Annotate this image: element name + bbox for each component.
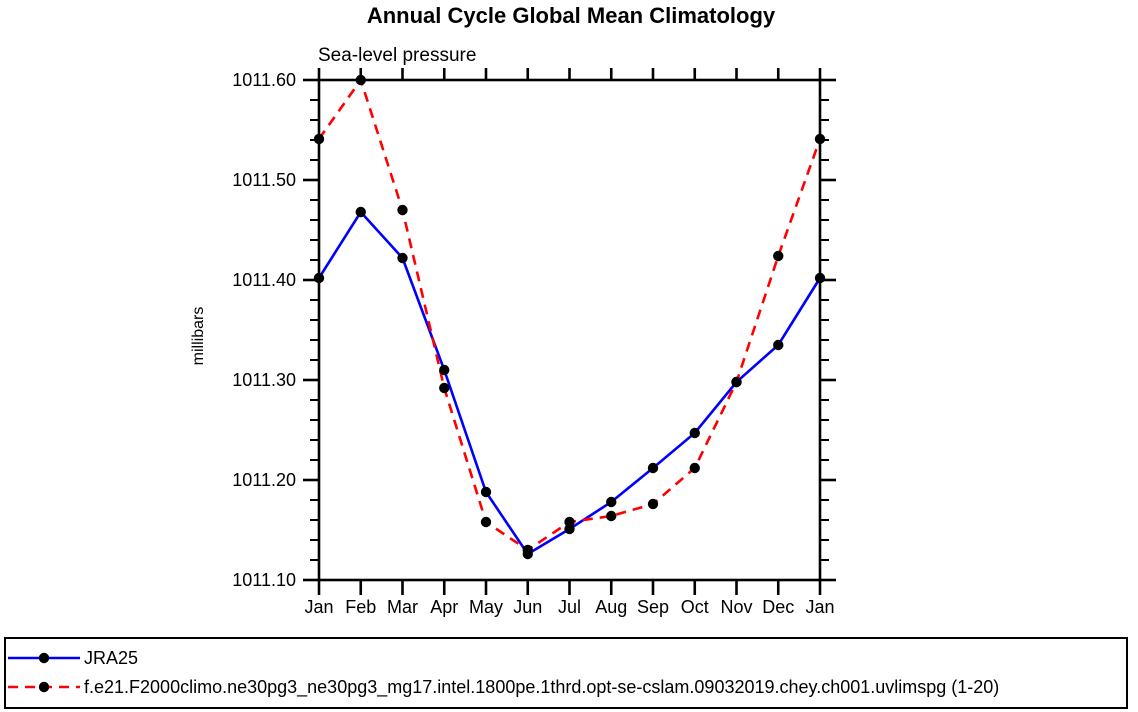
data-point-marker-1 [731, 376, 742, 388]
x-tick-label: Jun [513, 597, 542, 617]
data-point-marker-1 [773, 250, 784, 262]
data-point-marker-1 [355, 74, 366, 86]
x-tick-label: Jul [558, 597, 581, 617]
data-point-marker-1 [439, 382, 450, 394]
series-line-0 [317, 209, 822, 556]
data-point-marker-0 [606, 496, 617, 508]
y-tick-label: 1011.20 [232, 470, 296, 490]
legend-marker-model-icon [38, 681, 50, 693]
data-point-marker-1 [564, 516, 575, 528]
x-tick-label: Dec [762, 597, 794, 617]
legend: JRA25 f.e21.F2000climo.ne30pg3_ne30pg3_m… [4, 637, 1128, 709]
data-point-marker-0 [689, 427, 700, 439]
plot-axes: 1011.60 1011.50 1011.40 1011.30 1011.20 1011.… [232, 68, 836, 617]
data-point-marker-1 [522, 544, 533, 556]
x-tick-label: Apr [430, 597, 458, 617]
y-tick-label: 1011.30 [232, 370, 296, 390]
plot-frame [317, 78, 822, 582]
legend-marker-jra25-icon [38, 652, 50, 664]
chart-subtitle: Sea-level pressure [318, 45, 476, 66]
legend-box [4, 637, 1128, 709]
data-point-marker-0 [313, 272, 325, 284]
legend-label-jra25: JRA25 [84, 648, 138, 668]
data-point-marker-1 [647, 498, 659, 510]
x-tick-label: Mar [387, 597, 418, 617]
data-point-marker-0 [647, 462, 659, 474]
y-tick-label: 1011.60 [232, 70, 296, 90]
data-point-marker-1 [689, 462, 700, 474]
data-point-marker-1 [606, 510, 617, 522]
data-point-marker-1 [397, 204, 408, 216]
data-point-marker-0 [814, 272, 826, 284]
chart-title: Annual Cycle Global Mean Climatology [367, 3, 776, 28]
data-point-marker-0 [397, 252, 408, 264]
data-point-marker-1 [814, 133, 826, 145]
y-tick-label: 1011.40 [232, 270, 296, 290]
data-point-marker-0 [355, 206, 366, 218]
x-tick-label: Oct [681, 597, 709, 617]
data-point-marker-0 [480, 486, 492, 498]
x-tick-label: Feb [345, 597, 376, 617]
data-point-marker-1 [313, 133, 325, 145]
data-point-marker-1 [480, 516, 492, 528]
x-tick-label: Aug [595, 597, 627, 617]
series-line-1 [317, 77, 822, 552]
data-series [313, 74, 826, 560]
x-tick-label: Nov [720, 597, 752, 617]
y-tick-label: 1011.10 [232, 570, 296, 590]
x-tick-label: Jan [304, 597, 333, 617]
y-tick-label: 1011.50 [232, 170, 296, 190]
data-point-marker-0 [439, 364, 450, 376]
x-tick-label: Jan [805, 597, 834, 617]
y-axis-label: millibars [190, 307, 207, 366]
data-point-marker-0 [773, 339, 784, 351]
x-tick-label: May [469, 597, 503, 617]
legend-label-model: f.e21.F2000climo.ne30pg3_ne30pg3_mg17.in… [84, 677, 999, 698]
x-tick-label: Sep [637, 597, 669, 617]
